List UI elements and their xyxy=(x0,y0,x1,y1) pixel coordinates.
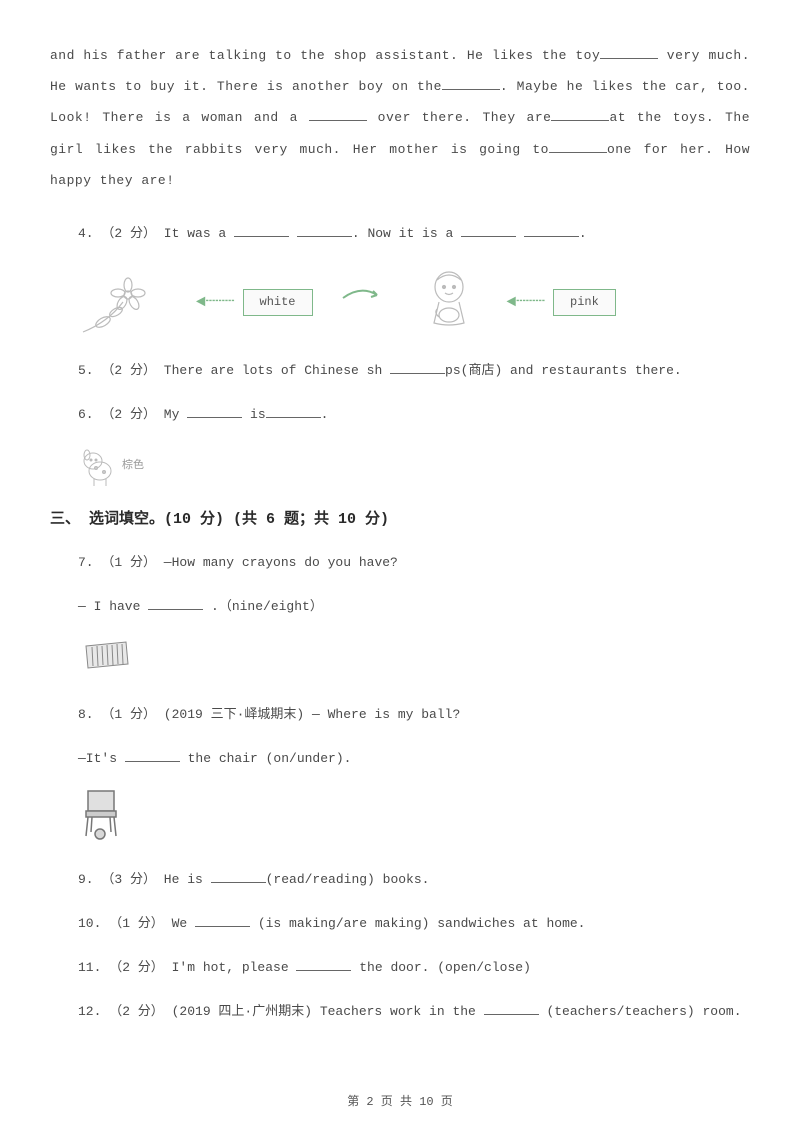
girl-figure: ◄┄┄┄ pink xyxy=(409,265,616,340)
question-7-line1: 7. （1 分） —How many crayons do you have? xyxy=(78,550,750,576)
question-6: 6. （2 分） My is. xyxy=(78,402,750,428)
flower-figure: ◄┄┄┄ white xyxy=(78,267,313,337)
q6-blank2[interactable] xyxy=(266,404,321,418)
q6-mid: is xyxy=(242,407,265,422)
passage-paragraph: and his father are talking to the shop a… xyxy=(50,40,750,196)
q12-pre: 12. （2 分） (2019 四上·广州期末) Teachers work i… xyxy=(78,1004,484,1019)
q6-end: . xyxy=(321,407,329,422)
blank-3[interactable] xyxy=(309,107,367,121)
question-11: 11. （2 分） I'm hot, please the door. (ope… xyxy=(78,955,750,981)
q5-suffix: ps(商店) and restaurants there. xyxy=(445,363,682,378)
white-label: white xyxy=(243,289,313,316)
transform-arrow xyxy=(341,283,381,321)
q12-suf: (teachers/teachers) room. xyxy=(539,1004,742,1019)
arrow-left-2: ◄┄┄┄ xyxy=(507,290,546,316)
q4-blank1[interactable] xyxy=(234,223,289,237)
section-3-title: 三、 选词填空。(10 分) (共 6 题；共 10 分) xyxy=(50,508,750,532)
q10-suf: (is making/are making) sandwiches at hom… xyxy=(250,916,585,931)
passage-seg1: and his father are talking to the shop a… xyxy=(50,48,600,63)
q10-pre: 10. （1 分） We xyxy=(78,916,195,931)
q5-prefix: 5. （2 分） There are lots of Chinese sh xyxy=(78,363,390,378)
q4-prefix: 4. （2 分） It was a xyxy=(78,226,234,241)
q7-l2-suf: .（nine/eight） xyxy=(203,599,323,614)
question-9: 9. （3 分） He is (read/reading) books. xyxy=(78,867,750,893)
q12-blank[interactable] xyxy=(484,1001,539,1015)
pink-label: pink xyxy=(553,289,616,316)
question-12: 12. （2 分） (2019 四上·广州期末) Teachers work i… xyxy=(78,999,750,1025)
q8-l2-pre: —It's xyxy=(78,751,125,766)
flower-icon xyxy=(78,267,188,337)
blank-1[interactable] xyxy=(600,45,658,59)
passage-seg4: over there. They are xyxy=(367,110,552,125)
page-footer: 第 2 页 共 10 页 xyxy=(0,1093,800,1112)
q4-blank4[interactable] xyxy=(524,223,579,237)
q4-blank2[interactable] xyxy=(297,223,352,237)
dog-color-label: 棕色 xyxy=(122,458,144,476)
question-7-line2: — I have .（nine/eight） xyxy=(78,594,750,620)
q8-blank[interactable] xyxy=(125,748,180,762)
q7-blank[interactable] xyxy=(148,596,203,610)
blank-2[interactable] xyxy=(442,76,500,90)
q5-blank[interactable] xyxy=(390,360,445,374)
q4-end: . xyxy=(579,226,587,241)
q11-suf: the door. (open/close) xyxy=(351,960,530,975)
arrow-left-1: ◄┄┄┄ xyxy=(196,290,235,316)
q6-blank1[interactable] xyxy=(187,404,242,418)
q10-blank[interactable] xyxy=(195,913,250,927)
question-10: 10. （1 分） We (is making/are making) sand… xyxy=(78,911,750,937)
q4-mid: . Now it is a xyxy=(352,226,461,241)
q8-l2-suf: the chair (on/under). xyxy=(180,751,352,766)
question-5: 5. （2 分） There are lots of Chinese sh ps… xyxy=(78,358,750,384)
chair-icon xyxy=(78,786,128,841)
q7-l2-pre: — I have xyxy=(78,599,148,614)
dog-icon xyxy=(78,446,118,488)
q9-suf: (read/reading) books. xyxy=(266,872,430,887)
crayons-icon xyxy=(78,634,134,676)
question-8-line1: 8. （1 分） (2019 三下·峄城期末) — Where is my ba… xyxy=(78,702,750,728)
q8-chair-image xyxy=(78,786,750,849)
q9-blank[interactable] xyxy=(211,869,266,883)
q4-blank3[interactable] xyxy=(461,223,516,237)
q9-pre: 9. （3 分） He is xyxy=(78,872,211,887)
q4-image-row: ◄┄┄┄ white ◄┄┄┄ pink xyxy=(78,265,750,340)
q11-blank[interactable] xyxy=(296,957,351,971)
q6-dog-image: 棕色 xyxy=(78,446,750,488)
blank-4[interactable] xyxy=(551,107,609,121)
q6-prefix: 6. （2 分） My xyxy=(78,407,187,422)
question-8-line2: —It's the chair (on/under). xyxy=(78,746,750,772)
q11-pre: 11. （2 分） I'm hot, please xyxy=(78,960,296,975)
girl-icon xyxy=(409,265,499,340)
question-4: 4. （2 分） It was a . Now it is a . xyxy=(78,221,750,247)
q7-crayons-image xyxy=(78,634,750,684)
blank-5[interactable] xyxy=(549,139,607,153)
